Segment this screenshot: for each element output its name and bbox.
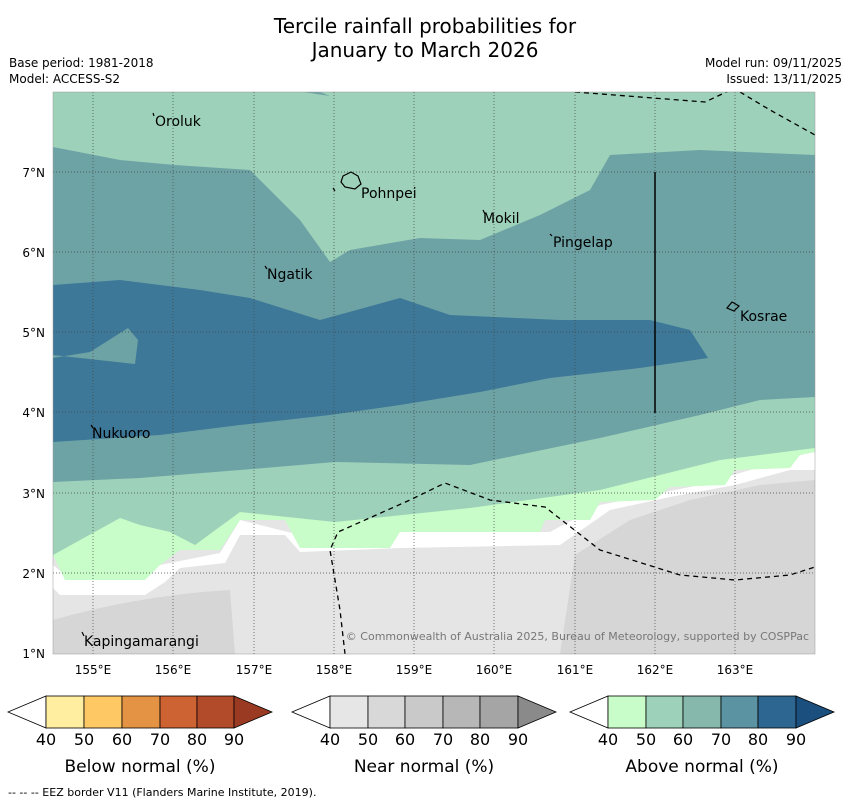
above-normal-60-inlet <box>53 328 138 364</box>
legend-near-swatch <box>442 695 481 729</box>
map-title: Tercile rainfall probabilities for Janua… <box>0 14 850 62</box>
legend-below-tick: 80 <box>187 730 207 749</box>
legend-below-arrow-right <box>233 695 274 729</box>
legend-below-label: Below normal (%) <box>65 757 216 777</box>
run-info: Model run: 09/11/2025 Issued: 13/11/2025 <box>705 55 842 87</box>
copyright-notice: © Commonwealth of Australia 2025, Bureau… <box>346 630 809 643</box>
above-normal-60-sliver <box>303 92 330 96</box>
legend-above-tick: 80 <box>748 730 768 749</box>
legend-near-swatch <box>404 695 444 729</box>
place-ngatik: Ngatik <box>267 267 313 283</box>
legend-above-swatch <box>720 695 759 729</box>
lon-label-159e: 159°E <box>396 663 433 677</box>
legend-above-label: Above normal (%) <box>625 757 778 777</box>
model-name: Model: ACCESS-S2 <box>9 72 121 86</box>
map-plot-area: Oroluk Pohnpei Mokil Pingelap Ngatik Kos… <box>53 92 815 654</box>
map-frame <box>52 91 816 655</box>
legend-below-swatch <box>45 695 85 729</box>
lat-label-3n: 3°N <box>22 487 45 501</box>
legend-above-tick: 40 <box>598 730 618 749</box>
above-normal-70-zone <box>53 280 708 442</box>
legend-below-swatch <box>83 695 123 729</box>
lat-label-1n: 1°N <box>22 647 45 661</box>
lon-label-155e: 155°E <box>75 663 112 677</box>
legend-near-swatch <box>329 695 369 729</box>
title-line-2: January to March 2026 <box>311 38 539 62</box>
lon-label-158e: 158°E <box>316 663 353 677</box>
model-run: Model run: 09/11/2025 <box>704 56 842 70</box>
lon-label-160e: 160°E <box>476 663 513 677</box>
lon-label-161e: 161°E <box>557 663 594 677</box>
legend-below-tick: 50 <box>74 730 94 749</box>
graticule <box>53 92 815 654</box>
above-normal-50-patch <box>540 92 815 150</box>
place-nukuoro: Nukuoro <box>92 426 150 442</box>
legend-below-tick: 90 <box>224 730 244 749</box>
legend-above-normal: 40 50 60 70 80 90 Above normal (%) <box>568 695 836 777</box>
legend-above-arrow-right <box>795 695 836 729</box>
title-line-1: Tercile rainfall probabilities for <box>273 14 577 38</box>
legend-above-tick: 60 <box>673 730 693 749</box>
legend-near-label: Near normal (%) <box>354 757 494 777</box>
legend-below-tick: 40 <box>36 730 56 749</box>
place-pingelap: Pingelap <box>553 235 613 251</box>
legend-near-normal: 40 50 60 70 80 90 Near normal (%) <box>290 695 558 777</box>
place-oroluk: Oroluk <box>155 114 202 130</box>
lon-label-157e: 157°E <box>236 663 273 677</box>
lat-label-2n: 2°N <box>22 567 45 581</box>
legend-above-arrow-left <box>568 695 609 729</box>
legend-above-swatch <box>757 695 797 729</box>
lat-label-7n: 7°N <box>22 166 45 180</box>
place-mokil: Mokil <box>483 211 520 227</box>
legend-below-swatch <box>159 695 198 729</box>
legend-near-tick: 90 <box>508 730 528 749</box>
pohnpei-island <box>340 171 362 190</box>
legend-near-tick: 60 <box>395 730 415 749</box>
lon-label-163e: 163°E <box>717 663 754 677</box>
lat-label-5n: 5°N <box>22 326 45 340</box>
legend-near-tick: 70 <box>433 730 453 749</box>
legend-below-normal: 40 50 60 70 80 90 Below normal (%) <box>6 695 274 777</box>
legend-above-tick: 70 <box>711 730 731 749</box>
place-pohnpei: Pohnpei <box>361 186 417 202</box>
place-kosrae: Kosrae <box>740 309 787 325</box>
legend-above-tick: 50 <box>636 730 656 749</box>
legend-below-swatch <box>196 695 235 729</box>
white-gap-band <box>53 452 815 595</box>
lat-label-6n: 6°N <box>22 246 45 260</box>
issued-date: Issued: 13/11/2025 <box>726 72 842 86</box>
legend-near-tick: 40 <box>320 730 340 749</box>
legend-above-tick: 90 <box>786 730 806 749</box>
legend-near-tick: 50 <box>358 730 378 749</box>
lon-label-156e: 156°E <box>155 663 192 677</box>
legend-near-swatch <box>367 695 406 729</box>
legend-below-arrow-left <box>6 695 47 729</box>
place-kapingamarangi: Kapingamarangi <box>84 634 199 650</box>
legend-near-arrow-left <box>290 695 331 729</box>
lon-label-162e: 162°E <box>637 663 674 677</box>
near-normal-50-zone-west <box>53 590 235 654</box>
base-info: Base period: 1981-2018 Model: ACCESS-S2 <box>9 55 154 87</box>
legend-near-swatch <box>479 695 519 729</box>
legend-above-swatch <box>607 695 647 729</box>
legend-near-arrow-right <box>517 695 558 729</box>
atoll-markers <box>81 112 553 637</box>
legend-below-tick: 70 <box>150 730 170 749</box>
eez-footnote: -- -- -- EEZ border V11 (Flanders Marine… <box>8 786 317 799</box>
legend-near-tick: 80 <box>470 730 490 749</box>
near-normal-50-zone-east <box>560 480 815 654</box>
legend-above-swatch <box>682 695 722 729</box>
legend-below-swatch <box>121 695 161 729</box>
eez-border <box>329 92 815 654</box>
legend-below-tick: 60 <box>112 730 132 749</box>
kosrae-island <box>726 301 740 312</box>
lat-label-4n: 4°N <box>22 406 45 420</box>
legend-above-swatch <box>645 695 684 729</box>
base-period: Base period: 1981-2018 <box>9 56 154 70</box>
